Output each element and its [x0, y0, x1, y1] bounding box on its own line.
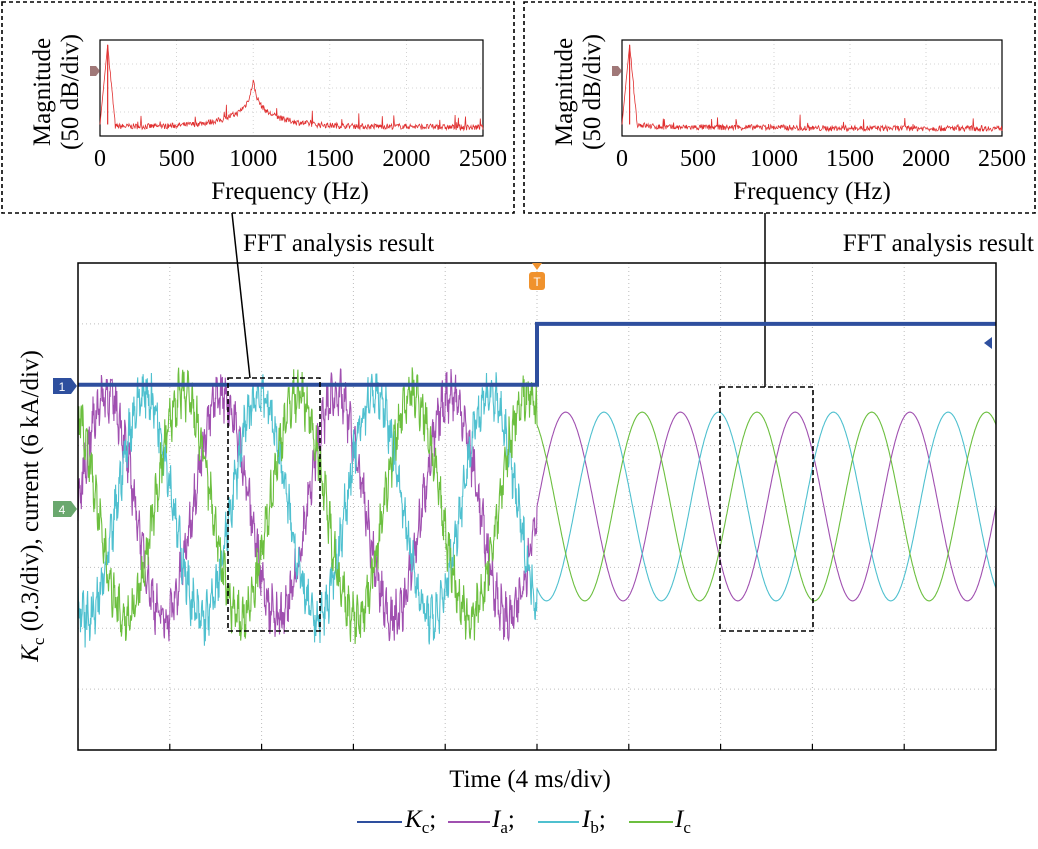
svg-text:4: 4: [59, 503, 66, 517]
fft-left-ylabel-2: (50 dB/div): [57, 34, 84, 150]
fft-right-xlabel: Frequency (Hz): [733, 178, 891, 205]
svg-text:T: T: [533, 275, 541, 289]
legend-label-kc: Kc;: [404, 806, 436, 837]
fft-right-grid: [622, 40, 1002, 136]
fft-left-tick-labels: 0 500 1000 1500 2000 2500: [94, 146, 507, 172]
fft-window-right: [719, 386, 814, 632]
fft-right-xtick-1000: 1000: [750, 146, 798, 172]
fft-caption-right: FFT analysis result: [843, 230, 1034, 257]
fft-right-ylabel-2: (50 dB/div): [579, 34, 606, 150]
fft-right-xtick-2500: 2500: [978, 146, 1026, 172]
kc-trace: [78, 321, 996, 387]
fft-right-frame: [523, 1, 1036, 214]
scope-traces: [77, 321, 997, 648]
leader-line-left: [231, 212, 251, 379]
scope-xlabel: Time (4 ms/div): [449, 766, 611, 793]
svg-text:1: 1: [59, 380, 66, 394]
trigger-marker[interactable]: T: [529, 263, 545, 290]
fft-right-xtick-2000: 2000: [902, 146, 950, 172]
fft-left-xlabel: Frequency (Hz): [211, 178, 369, 205]
legend: Kc; Ia; Ib; Ic: [357, 806, 691, 837]
fft-left-trace: [99, 44, 484, 132]
fft-right-ref-marker: [612, 66, 622, 76]
current-trace-ib: [77, 372, 997, 648]
fft-right-xtick-500: 500: [680, 146, 716, 172]
current-trace-ic: [77, 367, 997, 645]
scope-ylabel: Kc (0.3/div), current (6 kA/div): [17, 350, 48, 663]
fft-left-xtick-500: 500: [159, 146, 195, 172]
fft-left-xtick-2000: 2000: [382, 146, 430, 172]
fft-left-spectrum-line: [99, 44, 484, 132]
fft-right-ylabel-1: Magnitude: [551, 38, 578, 146]
current-trace-ia: [77, 368, 997, 643]
channel-1-marker[interactable]: 1: [53, 378, 77, 394]
fft-caption-left: FFT analysis result: [243, 230, 434, 257]
trigger-level-arrow-icon[interactable]: [984, 337, 992, 349]
fft-left-xtick-1500: 1500: [306, 146, 354, 172]
fft-left-plot-area: [99, 39, 484, 137]
fft-right-spectrum-line: [621, 44, 1003, 133]
fft-left-ylabel-1: Magnitude: [29, 38, 56, 146]
channel-4-marker[interactable]: 4: [53, 501, 77, 517]
fft-left-xtick-0: 0: [94, 146, 106, 172]
fft-right-xtick-1500: 1500: [826, 146, 874, 172]
fft-right-tick-labels: 0 500 1000 1500 2000 2500: [616, 146, 1026, 172]
fft-left-xtick-1000: 1000: [229, 146, 277, 172]
fft-window-left: [227, 377, 321, 632]
fft-left-xtick-2500: 2500: [459, 146, 507, 172]
fft-left-ref-marker: [90, 66, 100, 76]
fft-right-trace: [621, 44, 1003, 133]
fft-left-grid: [100, 40, 483, 136]
fft-right-xtick-0: 0: [616, 146, 628, 172]
legend-label-ic: Ic: [674, 806, 691, 837]
legend-label-ib: Ib;: [581, 806, 606, 837]
fft-right-plot-area: [621, 39, 1003, 137]
fft-left-frame: [1, 1, 515, 214]
legend-label-ia: Ia;: [491, 806, 515, 837]
